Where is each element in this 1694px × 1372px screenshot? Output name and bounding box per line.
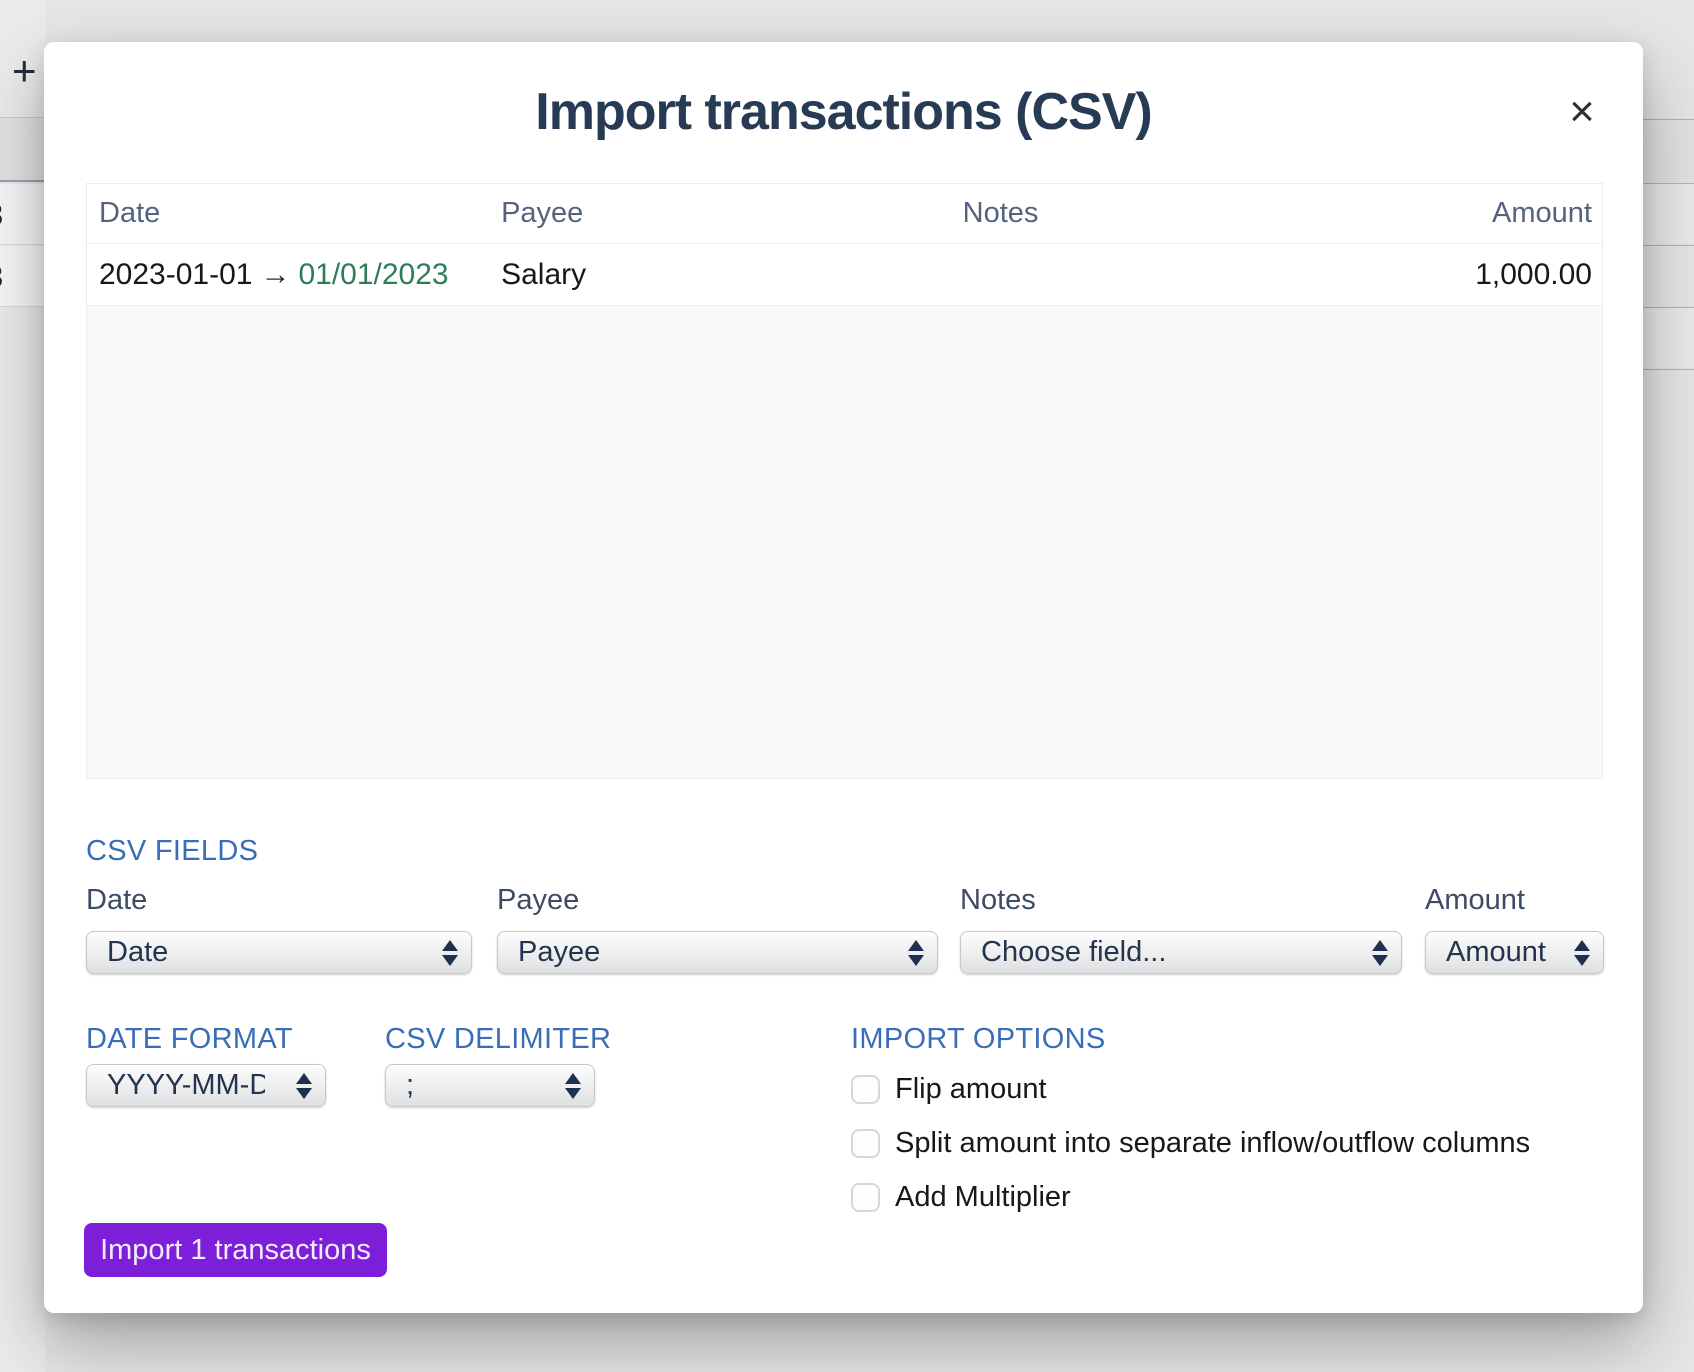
background-partial-value: 3 bbox=[0, 261, 3, 292]
field-group-csv-delimiter: ; bbox=[385, 1064, 595, 1107]
date-format-heading: DATE FORMAT bbox=[86, 1023, 293, 1055]
option-row-split-amount: Split amount into separate inflow/outflo… bbox=[851, 1127, 1530, 1160]
background-table-row bbox=[1643, 184, 1694, 244]
background-partial-value: 3 bbox=[0, 199, 3, 230]
field-group-date-format: YYYY-MM-DD bbox=[86, 1064, 326, 1107]
column-header-payee: Payee bbox=[501, 197, 584, 229]
background-table-row bbox=[1643, 120, 1694, 182]
field-label-amount: Amount bbox=[1425, 884, 1525, 916]
date-format-select[interactable]: YYYY-MM-DD bbox=[86, 1064, 326, 1107]
select-value: ; bbox=[406, 1069, 415, 1101]
select-value: Choose field... bbox=[981, 936, 1167, 968]
field-group-amount: Amount Amount bbox=[1425, 884, 1604, 974]
background-table-row: 3 bbox=[0, 246, 45, 307]
row-divider bbox=[1643, 183, 1694, 184]
date-converted: 01/01/2023 bbox=[298, 257, 449, 291]
option-label: Split amount into separate inflow/outflo… bbox=[895, 1127, 1531, 1159]
cell-payee: Salary bbox=[501, 257, 587, 291]
amount-field-select[interactable]: Amount bbox=[1425, 931, 1604, 974]
close-icon[interactable]: × bbox=[1569, 87, 1595, 136]
date-field-select[interactable]: Date bbox=[86, 931, 472, 974]
add-transaction-plus-icon: + bbox=[12, 47, 37, 94]
split-amount-checkbox[interactable] bbox=[851, 1129, 880, 1158]
column-header-notes: Notes bbox=[962, 197, 1039, 229]
background-right-strip bbox=[1643, 0, 1694, 1372]
import-options-heading: IMPORT OPTIONS bbox=[851, 1023, 1106, 1055]
cell-amount: 1,000.00 bbox=[1475, 257, 1592, 291]
select-arrows-icon bbox=[908, 939, 924, 966]
csv-fields-heading: CSV FIELDS bbox=[86, 835, 259, 867]
column-header-amount: Amount bbox=[1492, 197, 1592, 229]
table-row: 2023-01-01 → 01/01/2023 Salary 1,000.00 bbox=[87, 244, 1602, 306]
column-header-date: Date bbox=[99, 197, 161, 229]
field-label-notes: Notes bbox=[960, 884, 1036, 916]
arrow-right-icon: → bbox=[260, 257, 291, 291]
field-label-payee: Payee bbox=[497, 884, 580, 916]
payee-field-select[interactable]: Payee bbox=[497, 931, 938, 974]
modal-title: Import transactions (CSV) bbox=[535, 83, 1152, 141]
row-divider bbox=[1643, 245, 1694, 246]
select-arrows-icon bbox=[442, 939, 458, 966]
select-arrows-icon bbox=[296, 1072, 312, 1099]
notes-field-select[interactable]: Choose field... bbox=[960, 931, 1402, 974]
background-table-header-band bbox=[0, 117, 45, 182]
csv-delimiter-heading: CSV DELIMITER bbox=[385, 1023, 612, 1055]
option-row-add-multiplier: Add Multiplier bbox=[851, 1181, 1071, 1214]
select-arrows-icon bbox=[565, 1072, 581, 1099]
option-label: Flip amount bbox=[895, 1073, 1047, 1105]
field-label-date: Date bbox=[86, 884, 148, 916]
option-label: Add Multiplier bbox=[895, 1181, 1071, 1213]
select-value: Amount bbox=[1446, 936, 1546, 968]
import-transactions-modal: Import transactions (CSV) × Date Payee N… bbox=[44, 42, 1643, 1313]
select-value: Payee bbox=[518, 936, 601, 968]
cell-date: 2023-01-01 → 01/01/2023 bbox=[87, 258, 499, 292]
import-transactions-button[interactable]: Import 1 transactions bbox=[84, 1223, 387, 1277]
row-divider bbox=[1643, 119, 1694, 120]
flip-amount-checkbox[interactable] bbox=[851, 1075, 880, 1104]
background-table-row: 3 bbox=[0, 184, 45, 245]
transactions-preview-table: Date Payee Notes Amount 2023-01-01 → 01/01… bbox=[86, 183, 1603, 779]
option-row-flip-amount: Flip amount bbox=[851, 1073, 1047, 1106]
select-value: YYYY-MM-DD bbox=[107, 1069, 265, 1101]
field-group-notes: Notes Choose field... bbox=[960, 884, 1402, 974]
row-divider bbox=[1643, 307, 1694, 308]
table-header-row: Date Payee Notes Amount bbox=[87, 184, 1602, 244]
field-group-payee: Payee Payee bbox=[497, 884, 938, 974]
select-arrows-icon bbox=[1574, 939, 1590, 966]
background-left-strip: + 3 3 bbox=[0, 0, 45, 1372]
select-arrows-icon bbox=[1372, 939, 1388, 966]
background-table-row bbox=[1643, 308, 1694, 368]
add-multiplier-checkbox[interactable] bbox=[851, 1183, 880, 1212]
date-original: 2023-01-01 bbox=[99, 257, 253, 291]
field-group-date: Date Date bbox=[86, 884, 472, 974]
background-table-row bbox=[1643, 246, 1694, 306]
csv-delimiter-select[interactable]: ; bbox=[385, 1064, 595, 1107]
row-divider bbox=[1643, 369, 1694, 370]
select-value: Date bbox=[107, 936, 169, 968]
